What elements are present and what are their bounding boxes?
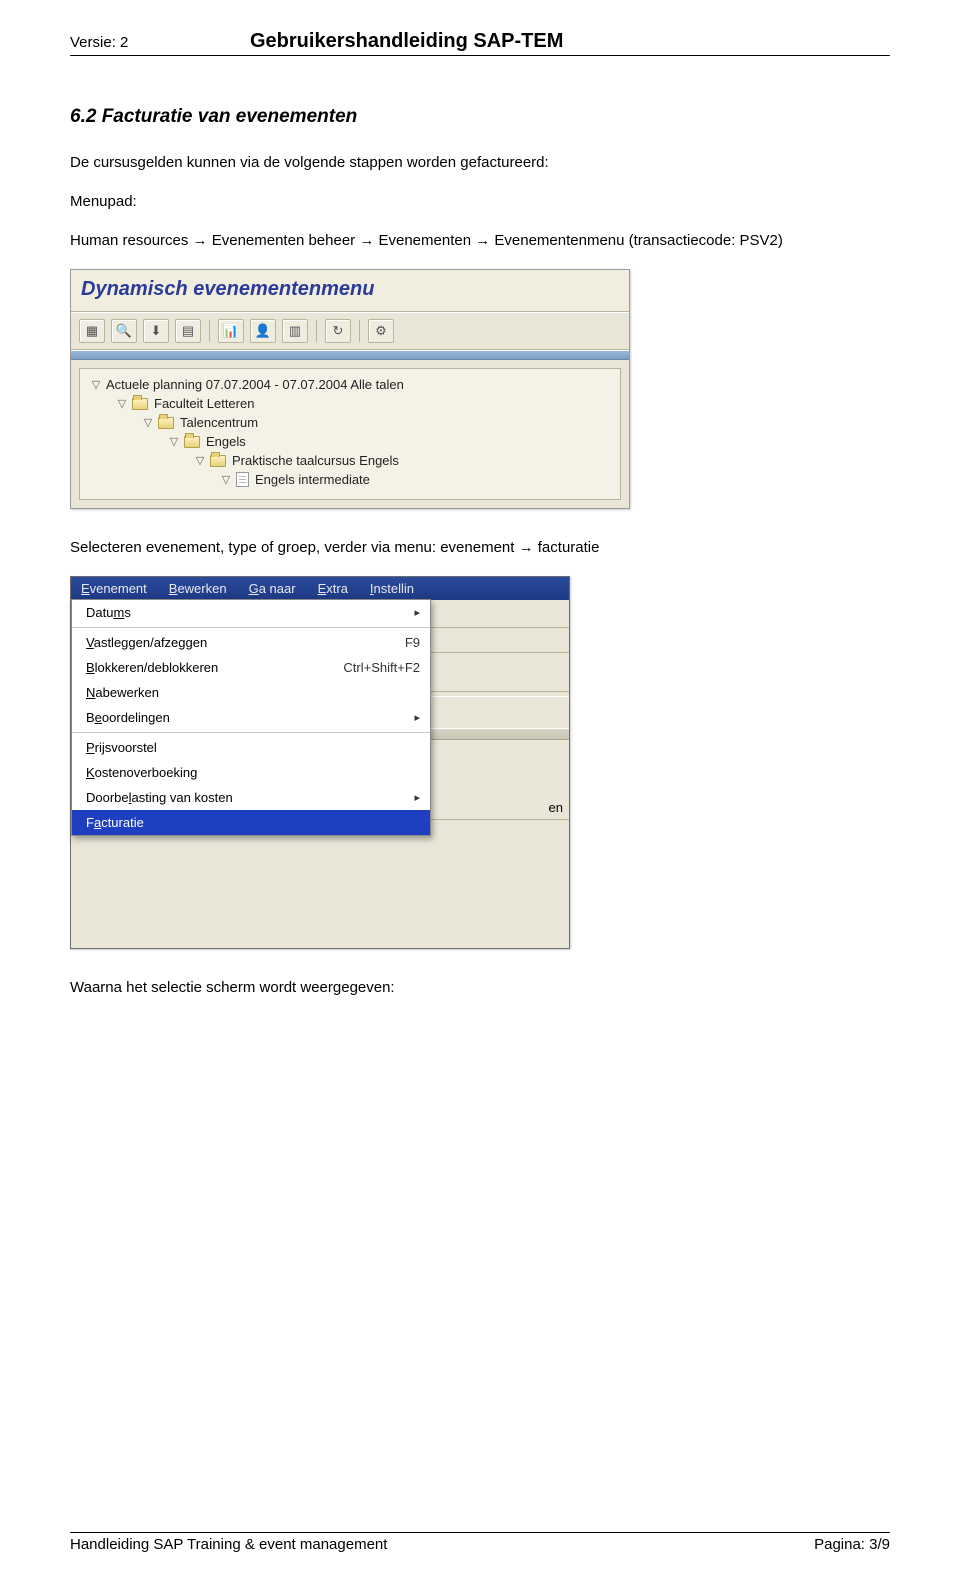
menu-item-label: Nabewerken [86, 685, 159, 700]
toolbar-separator [316, 320, 317, 342]
after-menu-text: Waarna het selectie scherm wordt weergeg… [70, 977, 890, 998]
folder-icon [184, 436, 200, 448]
tree-folder-node[interactable]: ▽ Praktische taalcursus Engels [84, 451, 616, 470]
menubar-item-bewerken[interactable]: Bewerken [169, 581, 227, 596]
menu-shortcut: Ctrl+Shift+F2 [313, 660, 420, 675]
menu-item-nabewerken[interactable]: Nabewerken [72, 680, 430, 705]
menu-item-doorbelasting-van-kosten[interactable]: Doorbelasting van kosten [72, 785, 430, 810]
menu-item-kostenoverboeking[interactable]: Kostenoverboeking [72, 760, 430, 785]
menu-separator [72, 732, 430, 733]
tree-folder-node[interactable]: ▽ Faculteit Letteren [84, 394, 616, 413]
menubar-item-evenement[interactable]: Evenement [81, 581, 147, 596]
header-version: Versie: 2 [70, 34, 250, 51]
layout-icon[interactable]: ▦ [79, 319, 105, 343]
document-icon [236, 472, 249, 487]
menu-item-label: Kostenoverboeking [86, 765, 197, 780]
header-title: Gebruikershandleiding SAP-TEM [250, 30, 890, 53]
tree-folder-node[interactable]: ▽ Actuele planning 07.07.2004 - 07.07.200… [84, 375, 616, 394]
find-icon[interactable]: 🔍 [111, 319, 137, 343]
tree-node-label: Engels [206, 434, 246, 449]
expander-icon[interactable]: ▽ [142, 416, 154, 429]
footer-right: Pagina: 3/9 [814, 1536, 890, 1553]
page-header: Versie: 2 Gebruikershandleiding SAP-TEM [70, 30, 890, 56]
folder-icon [132, 398, 148, 410]
evenement-dropdown: Datums Vastleggen/afzeggen F9 Blokkeren/deb… [71, 599, 431, 836]
en-text: en [549, 800, 563, 815]
menupad-path: Human resources → Evenementen beheer → E… [70, 230, 890, 251]
footer-left: Handleiding SAP Training & event managem… [70, 1536, 387, 1553]
sap-blue-strip [71, 350, 629, 360]
expander-icon[interactable]: ▽ [168, 435, 180, 448]
refresh-icon[interactable]: ↻ [325, 319, 351, 343]
tree-node-label: Praktische taalcursus Engels [232, 453, 399, 468]
menu-item-beoordelingen[interactable]: Beoordelingen [72, 705, 430, 730]
sap-menubar: Evenement Bewerken Ga naar Extra Instellin [71, 577, 569, 600]
sap-tree-area: ▽ Actuele planning 07.07.2004 - 07.07.200… [79, 368, 621, 500]
tree-node-label: Engels intermediate [255, 472, 370, 487]
tree-node-label: Faculteit Letteren [154, 396, 254, 411]
toolbar-separator [359, 320, 360, 342]
person-icon[interactable]: 👤 [250, 319, 276, 343]
menu-item-label: Beoordelingen [86, 710, 170, 725]
expander-icon[interactable]: ▽ [116, 397, 128, 410]
menu-item-label: Doorbelasting van kosten [86, 790, 233, 805]
tree-node-label: Talencentrum [180, 415, 258, 430]
menu-item-facturatie[interactable]: Facturatie [72, 810, 430, 835]
menupad-label: Menupad: [70, 191, 890, 212]
menu-item-datums[interactable]: Datums [72, 600, 430, 625]
tree-doc-node[interactable]: ▽ Engels intermediate [84, 470, 616, 489]
tree-folder-node[interactable]: ▽ Engels [84, 432, 616, 451]
menubar-item-instellin[interactable]: Instellin [370, 581, 414, 596]
menu-item-vastleggen-afzeggen[interactable]: Vastleggen/afzeggen F9 [72, 630, 430, 655]
sheet-icon[interactable]: ▥ [282, 319, 308, 343]
sap-toolbar: ▦🔍⬇▤ 📊👤▥ ↻ ⚙ [71, 312, 629, 350]
expander-icon[interactable]: ▽ [220, 473, 232, 486]
menubar-item-extra[interactable]: Extra [318, 581, 348, 596]
en-fragment: en [431, 796, 569, 820]
menu-item-label: Prijsvoorstel [86, 740, 157, 755]
toolbar-separator [209, 320, 210, 342]
settings-icon[interactable]: ⚙ [368, 319, 394, 343]
menu-item-label: Datums [86, 605, 131, 620]
page-footer: Handleiding SAP Training & event managem… [70, 1532, 890, 1553]
sap-menu-screenshot: Evenement Bewerken Ga naar Extra Instellin D… [70, 576, 570, 949]
folder-icon [210, 455, 226, 467]
expander-icon[interactable]: ▽ [194, 454, 206, 467]
expander-icon[interactable]: ▽ [90, 378, 102, 391]
download-icon[interactable]: ⬇ [143, 319, 169, 343]
menubar-item-ga naar[interactable]: Ga naar [249, 581, 296, 596]
grid-icon[interactable]: ▤ [175, 319, 201, 343]
menu-item-prijsvoorstel[interactable]: Prijsvoorstel [72, 735, 430, 760]
sap-window-title: Dynamisch evenementenmenu [71, 270, 629, 312]
section-heading: 6.2 Facturatie van evenementen [70, 106, 890, 128]
menu-item-label: Facturatie [86, 815, 144, 830]
menu-item-blokkeren-deblokkeren[interactable]: Blokkeren/deblokkeren Ctrl+Shift+F2 [72, 655, 430, 680]
menu-item-label: Vastleggen/afzeggen [86, 635, 207, 650]
tree-folder-node[interactable]: ▽ Talencentrum [84, 413, 616, 432]
menu-shortcut: F9 [375, 635, 420, 650]
tree-node-label: Actuele planning 07.07.2004 - 07.07.2004… [106, 377, 404, 392]
chart-icon[interactable]: 📊 [218, 319, 244, 343]
sap-tree-screenshot: Dynamisch evenementenmenu ▦🔍⬇▤ 📊👤▥ ↻ ⚙ ▽ Act… [70, 269, 630, 509]
intro-text: De cursusgelden kunnen via de volgende s… [70, 152, 890, 173]
menu-item-label: Blokkeren/deblokkeren [86, 660, 218, 675]
after-tree-text: Selecteren evenement, type of groep, ver… [70, 537, 890, 558]
folder-icon [158, 417, 174, 429]
menu-separator [72, 627, 430, 628]
